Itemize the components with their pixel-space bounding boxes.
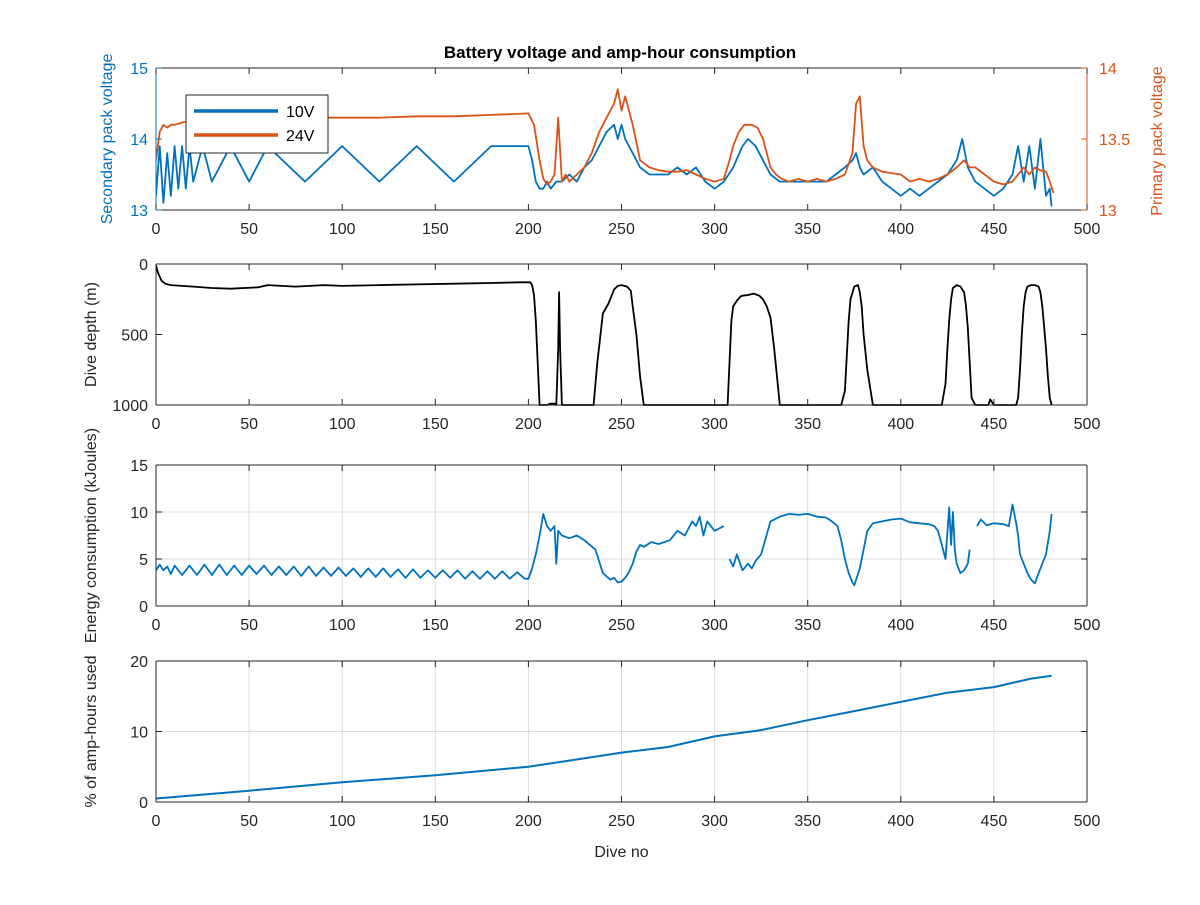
x-tick-label: 500	[1074, 416, 1101, 433]
x-tick-label: 50	[240, 813, 258, 830]
voltage-plot: 0 50 100 150 200 250 300 350 400 450 5001314151313…	[99, 54, 1166, 238]
x-tick-label: 450	[981, 416, 1008, 433]
y-axis-label: % of amp-hours used	[83, 655, 100, 807]
series-24v-line	[156, 88, 1055, 194]
x-tick-label: 400	[887, 617, 914, 634]
x-tick-label: 450	[981, 221, 1008, 238]
x-tick-label: 100	[329, 416, 356, 433]
y-tick-label: 14	[130, 132, 148, 149]
energy-series-line-1	[156, 513, 725, 584]
y-tick-label: 15	[130, 61, 148, 78]
x-tick-label: 400	[887, 416, 914, 433]
chart-title: Battery voltage and amp-hour consumption	[444, 43, 796, 62]
y-tick-label: 0	[139, 257, 148, 274]
x-tick-label: 500	[1074, 813, 1101, 830]
y-right-axis-label: Primary pack voltage	[1149, 66, 1166, 215]
energy-series-line-3	[976, 503, 1053, 585]
x-tick-label: 150	[422, 813, 449, 830]
x-tick-label: 100	[329, 813, 356, 830]
x-tick-label: 350	[794, 221, 821, 238]
y-tick-label: 500	[121, 328, 148, 345]
x-tick-label: 0	[152, 617, 161, 634]
x-tick-label: 400	[887, 221, 914, 238]
x-tick-label: 250	[608, 617, 635, 634]
x-tick-label: 500	[1074, 221, 1101, 238]
x-tick-label: 100	[329, 617, 356, 634]
x-tick-label: 150	[422, 617, 449, 634]
x-tick-label: 250	[608, 813, 635, 830]
x-tick-label: 150	[422, 221, 449, 238]
y-tick-label: 20	[130, 654, 148, 671]
x-tick-label: 250	[608, 416, 635, 433]
x-tick-label: 50	[240, 617, 258, 634]
x-tick-label: 450	[981, 813, 1008, 830]
legend-label-10v: 10V	[286, 104, 315, 121]
y-tick-label: 5	[139, 552, 148, 569]
y-tick-label: 0	[139, 795, 148, 812]
legend-label-24v: 24V	[286, 128, 315, 145]
amphours-series-line	[156, 674, 1052, 800]
legend-box	[185, 94, 329, 154]
x-tick-label: 0	[152, 416, 161, 433]
y-tick-label: 10	[130, 505, 148, 522]
x-tick-label: 50	[240, 416, 258, 433]
x-tick-label: 50	[240, 221, 258, 238]
x-tick-label: 350	[794, 617, 821, 634]
x-tick-label: 500	[1074, 617, 1101, 634]
y-axis-label: Energy consumption (kJoules)	[83, 428, 100, 643]
x-axis-label: Dive no	[594, 844, 648, 861]
y-right-tick-label: 13	[1099, 203, 1117, 220]
y-tick-label: 1000	[112, 398, 148, 415]
x-tick-label: 350	[794, 416, 821, 433]
energy-plot: 0 50 100 150 200 250 300 350 400 450 500 0 5 10 15 Ener…	[83, 428, 1100, 643]
x-tick-label: 250	[608, 221, 635, 238]
x-tick-label: 300	[701, 221, 728, 238]
x-tick-label: 300	[701, 813, 728, 830]
x-tick-label: 100	[329, 221, 356, 238]
depth-plot: 0 50 100 150 200 250 300 350 400 450 500 0 500 1000 Di…	[83, 257, 1100, 433]
x-tick-label: 200	[515, 416, 542, 433]
x-tick-label: 300	[701, 416, 728, 433]
x-tick-label: 400	[887, 813, 914, 830]
y-tick-label: 13	[130, 203, 148, 220]
plots-layer: 0 50 100 150 200 250 300 350 400 450 5001314151313…	[83, 54, 1166, 861]
y-right-tick-label: 14	[1099, 61, 1117, 78]
x-tick-label: 200	[515, 813, 542, 830]
depth-plot-area	[156, 264, 1087, 405]
x-tick-label: 0	[152, 813, 161, 830]
y-right-tick-label: 13.5	[1099, 132, 1130, 149]
y-tick-label: 10	[130, 725, 148, 742]
depth-series-line	[156, 265, 1053, 406]
x-tick-label: 200	[515, 221, 542, 238]
x-tick-label: 200	[515, 617, 542, 634]
x-tick-label: 450	[981, 617, 1008, 634]
y-axis-label: Secondary pack voltage	[99, 54, 116, 225]
y-tick-label: 0	[139, 599, 148, 616]
y-axis-label: Dive depth (m)	[83, 282, 100, 387]
energy-series-line-2	[728, 506, 971, 587]
x-tick-label: 300	[701, 617, 728, 634]
x-tick-label: 0	[152, 221, 161, 238]
x-tick-label: 350	[794, 813, 821, 830]
series-10v-line	[156, 123, 1053, 207]
amphours-plot: 0 50 100 150 200 250 300 350 400 450 500 0 10 20 % of …	[83, 654, 1100, 861]
x-tick-label: 150	[422, 416, 449, 433]
y-tick-label: 15	[130, 458, 148, 475]
